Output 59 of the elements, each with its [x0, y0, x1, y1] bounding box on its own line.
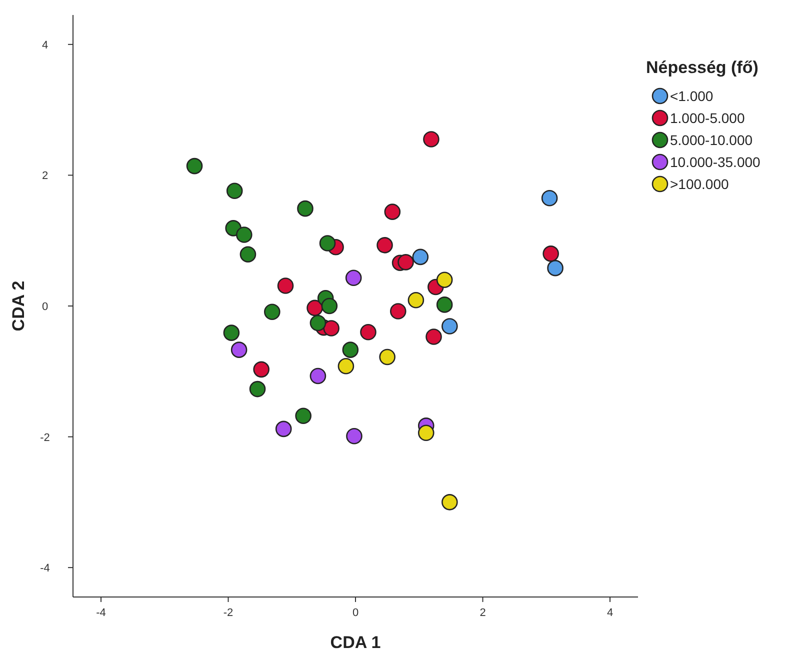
point	[186, 158, 203, 174]
point	[310, 368, 326, 384]
x-tick-label: 0	[352, 607, 359, 619]
y-tick-label: 0	[42, 301, 48, 313]
point	[426, 328, 442, 345]
legend-title: Népesség (fő)	[646, 58, 758, 77]
point	[319, 235, 336, 252]
point	[541, 190, 558, 206]
point	[390, 303, 406, 320]
point	[277, 278, 294, 294]
point	[379, 348, 396, 366]
legend-label: 1.000-5.000	[670, 110, 745, 126]
point	[342, 342, 359, 358]
point	[376, 237, 393, 254]
point	[442, 318, 458, 334]
point	[253, 361, 270, 378]
point	[236, 226, 252, 243]
point	[436, 272, 453, 288]
y-axis-title: CDA 2	[9, 280, 28, 332]
legend-label: >100.000	[670, 176, 729, 192]
y-tick-label: -4	[40, 562, 50, 575]
point	[542, 246, 559, 262]
point	[398, 254, 414, 270]
point	[418, 424, 434, 441]
legend-label: 5.000-10.000	[670, 132, 753, 148]
point	[323, 320, 340, 336]
x-tick-label: -2	[223, 607, 234, 619]
point	[346, 428, 362, 444]
point	[310, 314, 326, 332]
y-tick-label: 4	[42, 39, 48, 52]
x-tick-label: 2	[480, 607, 486, 619]
point	[442, 494, 458, 510]
point	[360, 324, 376, 340]
point	[338, 358, 354, 374]
point	[226, 182, 243, 200]
point	[297, 200, 314, 217]
legend-label: 10.000-35.000	[670, 154, 761, 170]
y-tick-label: -2	[40, 432, 50, 444]
y-tick-label: 2	[42, 170, 48, 182]
point	[412, 248, 429, 266]
x-tick-label: 4	[606, 607, 614, 619]
point	[275, 420, 292, 438]
x-tick-label: -4	[96, 607, 106, 619]
point	[230, 342, 248, 358]
point	[306, 300, 323, 316]
point	[345, 270, 362, 286]
point	[223, 324, 240, 341]
point	[240, 246, 256, 262]
point	[408, 292, 424, 308]
point	[423, 131, 440, 148]
legend-label: <1.000	[670, 88, 714, 104]
point	[384, 204, 401, 220]
x-axis-title: CDA 1	[330, 633, 381, 652]
point	[249, 380, 266, 398]
point	[295, 408, 312, 424]
point	[436, 296, 453, 313]
point	[321, 298, 338, 314]
point	[264, 304, 280, 320]
point	[547, 260, 564, 276]
